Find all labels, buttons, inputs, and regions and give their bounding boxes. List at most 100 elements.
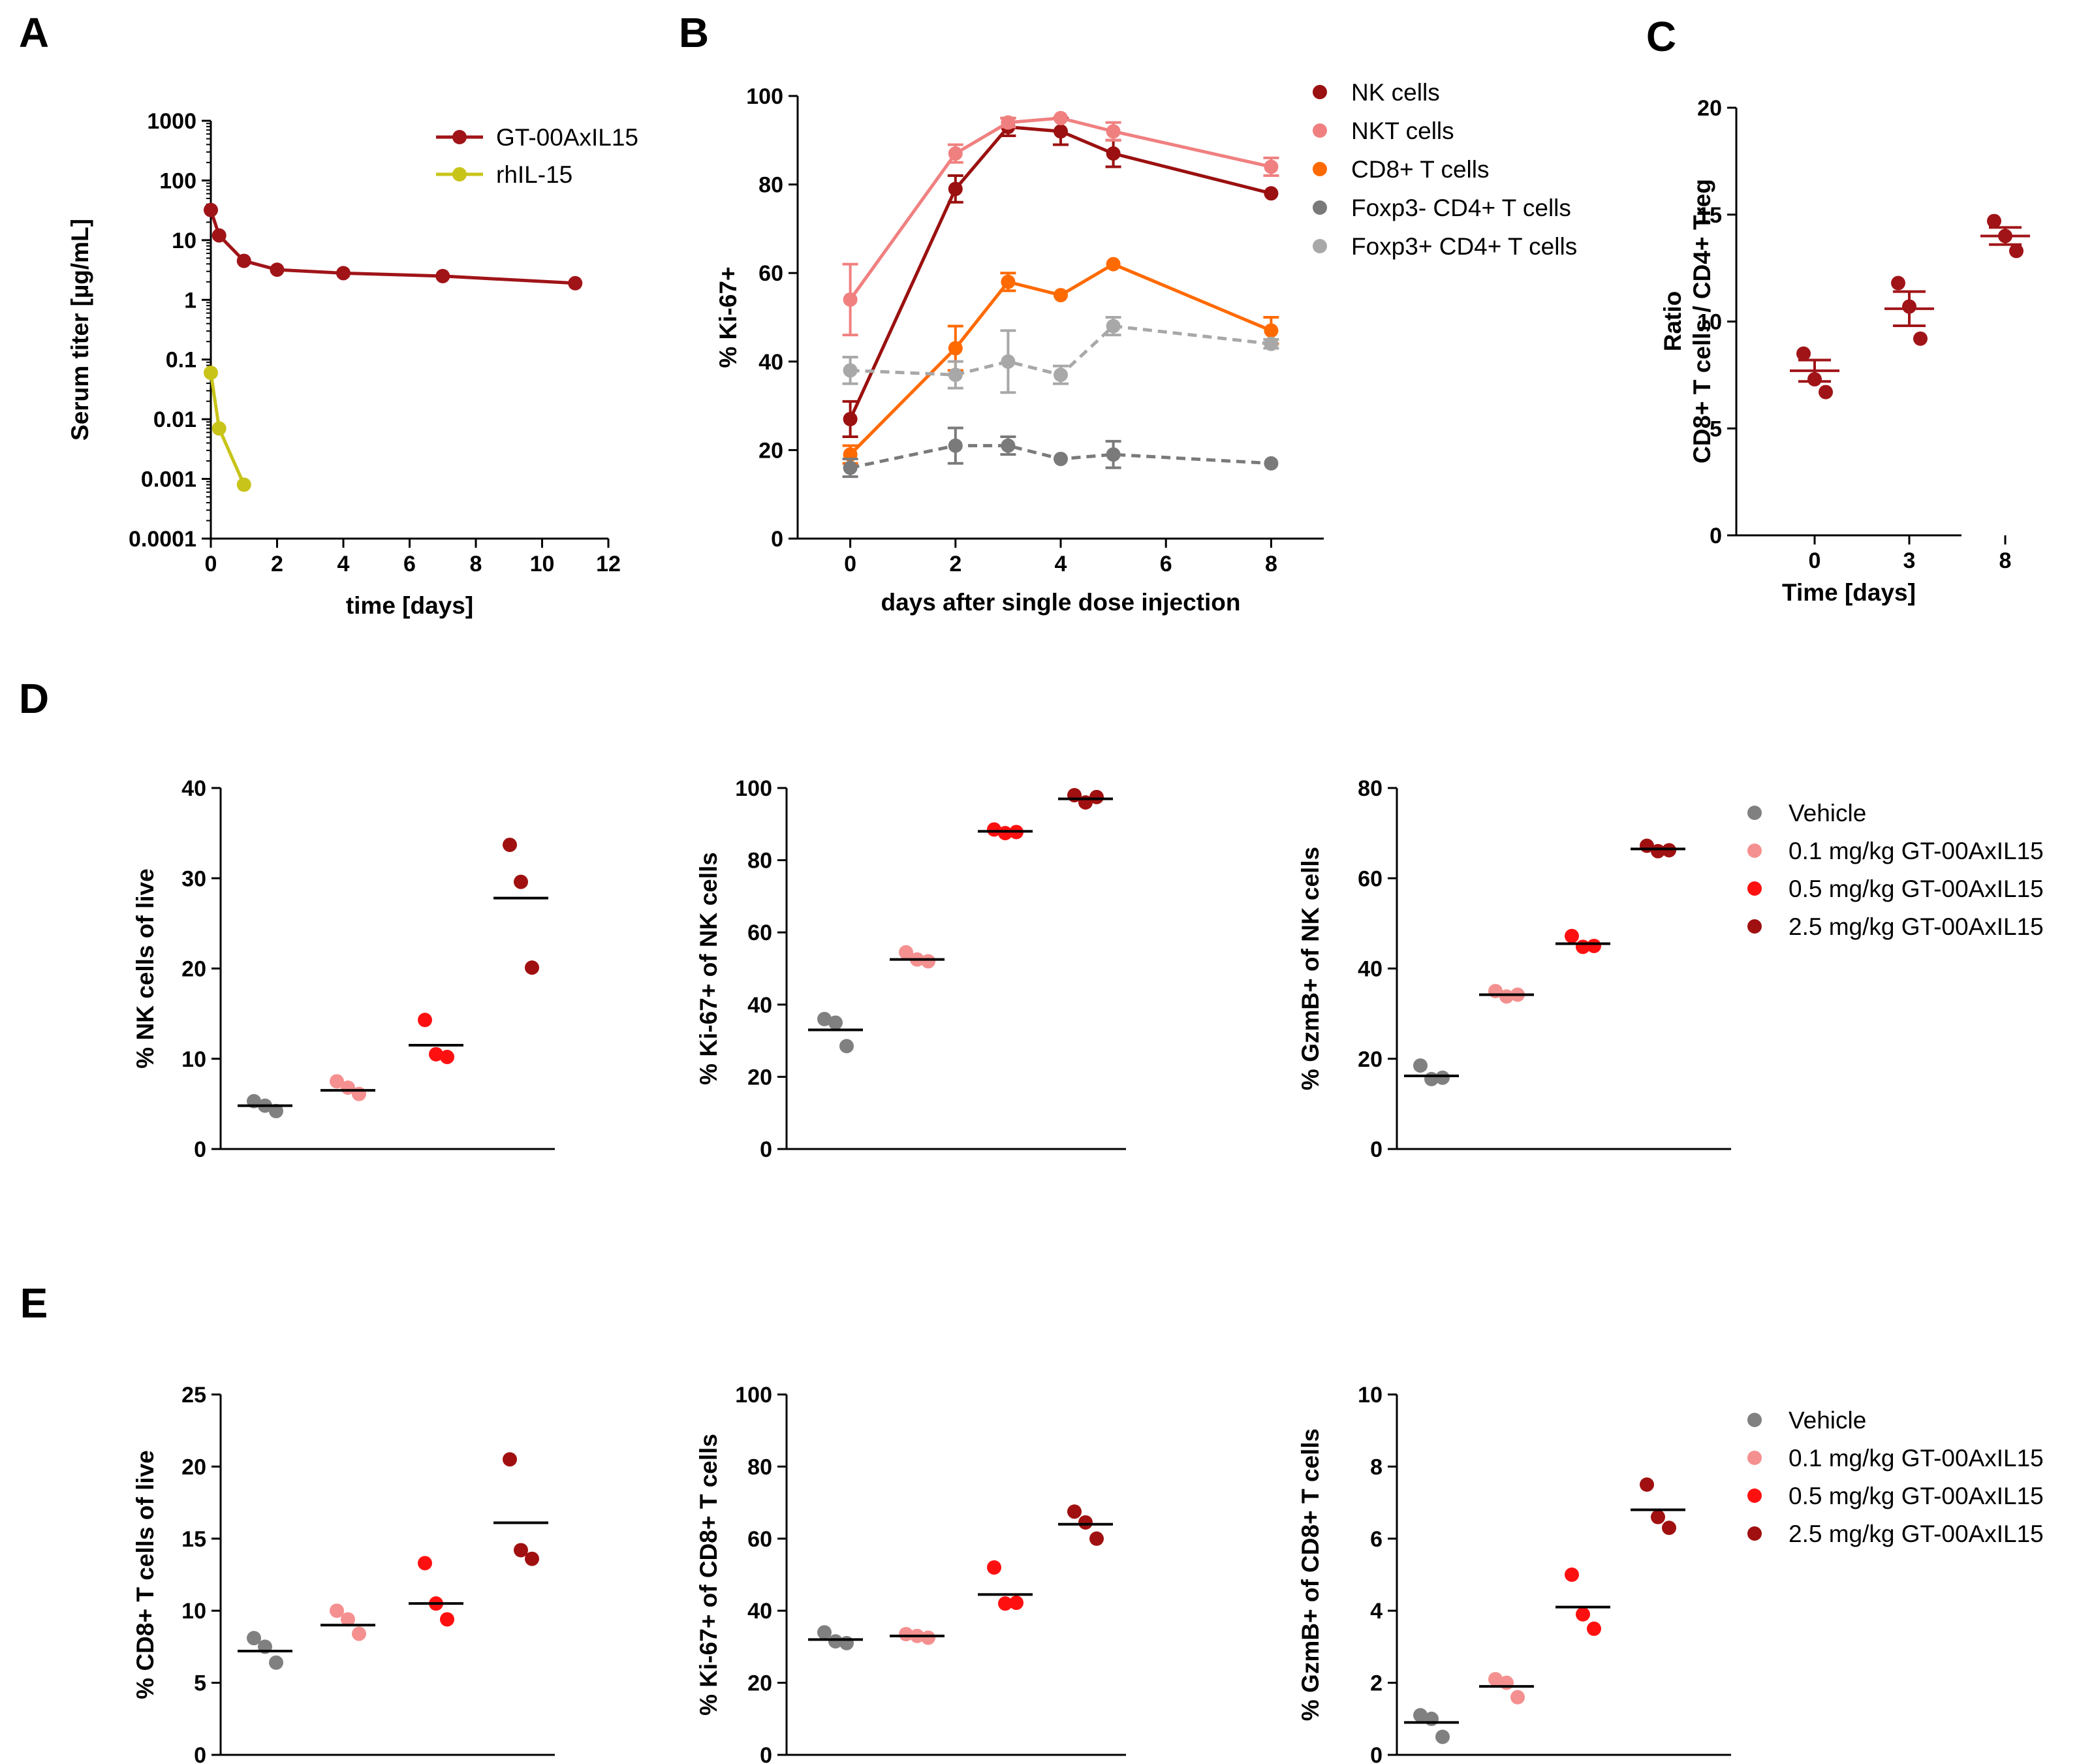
b-legend-label: NKT cells — [1351, 118, 1454, 144]
b-point — [1054, 451, 1068, 466]
a-y-axis-label: Serum titer [µg/mL] — [67, 219, 93, 441]
e1-y-axis-label: % CD8+ T cells of live — [132, 1450, 159, 1699]
c-x-tick-label: 8 — [1999, 548, 2012, 573]
e1-point — [352, 1626, 366, 1641]
c-point — [1819, 385, 1833, 400]
c-y-tick-label: 15 — [1697, 203, 1722, 228]
b-point — [1054, 288, 1068, 303]
e1-point — [269, 1655, 283, 1670]
d-legend-marker — [1747, 919, 1762, 934]
b-y-tick-label: 80 — [758, 173, 783, 198]
b-x-tick-label: 6 — [1160, 552, 1172, 576]
b-point — [843, 460, 858, 475]
e3-point — [1413, 1708, 1428, 1723]
e3-y-tick-label: 2 — [1370, 1671, 1383, 1696]
a-y-tick-label: 1 — [184, 288, 196, 313]
a-point — [236, 253, 251, 268]
b-series-line-4 — [850, 324, 1272, 377]
a-y-tick-label: 1000 — [147, 109, 196, 134]
a-point — [211, 421, 227, 436]
b-x-tick-label: 4 — [1055, 552, 1067, 576]
a-point — [204, 365, 218, 380]
a-series-line-0 — [209, 209, 576, 285]
c-y-tick-label: 5 — [1710, 417, 1722, 441]
a-legend-marker — [452, 167, 467, 181]
e-legend-marker — [1747, 1413, 1762, 1427]
a-x-tick-label: 12 — [596, 552, 621, 576]
e1-y-tick-label: 10 — [181, 1599, 206, 1624]
e2-y-tick-label: 0 — [760, 1743, 772, 1764]
d1-y-axis-label: % NK cells of live — [132, 868, 159, 1068]
e2-y-tick-label: 40 — [747, 1599, 772, 1624]
b-series-line-1 — [849, 116, 1272, 301]
c-x-tick-label: 3 — [1903, 548, 1916, 573]
d2-point — [899, 945, 913, 960]
e1-point — [525, 1551, 539, 1566]
b-point — [1264, 336, 1279, 351]
e2-y-tick-label: 60 — [747, 1527, 772, 1552]
e3-y-tick-label: 8 — [1370, 1455, 1383, 1479]
d3-y-tick-label: 60 — [1358, 866, 1383, 891]
d3-point — [1587, 938, 1601, 953]
e2-point — [921, 1630, 935, 1645]
d3-y-axis-label: % GzmB+ of NK cells — [1297, 847, 1324, 1090]
d3-point — [1435, 1070, 1450, 1085]
b-y-tick-label: 20 — [758, 438, 783, 463]
a-x-tick-label: 4 — [337, 552, 350, 576]
d2-y-tick-label: 0 — [760, 1137, 772, 1162]
d-legend-marker — [1747, 806, 1762, 820]
d1-point — [503, 838, 517, 853]
a-point — [435, 268, 450, 283]
b-point — [843, 363, 858, 378]
b-point — [1106, 124, 1121, 139]
e2-point — [1089, 1531, 1104, 1546]
e3-y-axis-label: % GzmB+ of CD8+ T cells — [1297, 1428, 1324, 1721]
b-y-axis-label: % Ki-67+ — [715, 266, 742, 368]
c-x-tick-label: 0 — [1809, 548, 1821, 573]
b-y-tick-label: 60 — [758, 261, 783, 286]
b-series-line-2 — [849, 262, 1272, 456]
panel-label-A: A — [19, 9, 49, 56]
e-legend-label: 2.5 mg/kg GT-00AxIL15 — [1789, 1520, 2044, 1547]
a-point — [568, 276, 583, 291]
d3-point — [1499, 989, 1514, 1004]
b-point — [1264, 159, 1279, 174]
d-legend-label: Vehicle — [1789, 800, 1866, 827]
b-legend-marker — [1313, 239, 1327, 253]
e1-point — [418, 1556, 432, 1571]
b-legend-label: Foxp3+ CD4+ T cells — [1351, 233, 1577, 260]
b-point — [1001, 354, 1016, 369]
a-y-tick-label: 0.001 — [141, 467, 196, 492]
c-y-tick-label: 0 — [1710, 524, 1722, 548]
b-point — [1106, 257, 1121, 272]
panel-label-B: B — [679, 9, 709, 56]
d-legend-label: 2.5 mg/kg GT-00AxIL15 — [1789, 913, 2044, 940]
d3-point — [1413, 1058, 1428, 1073]
d2-point — [839, 1039, 854, 1054]
b-legend-marker — [1313, 85, 1327, 99]
e2-point — [828, 1634, 843, 1649]
a-point — [336, 266, 351, 281]
e-legend-marker — [1747, 1526, 1762, 1541]
e3-y-tick-label: 4 — [1370, 1599, 1383, 1624]
e1-point — [514, 1543, 528, 1558]
b-point — [1001, 274, 1016, 289]
b-point — [1054, 368, 1068, 383]
e2-point — [1067, 1504, 1082, 1519]
b-point — [1106, 447, 1121, 462]
e2-y-tick-label: 100 — [735, 1383, 772, 1408]
e2-point — [839, 1635, 854, 1650]
d2-y-tick-label: 100 — [735, 776, 772, 801]
d2-y-axis-label: % Ki-67+ of NK cells — [695, 852, 722, 1085]
e-legend-marker — [1747, 1451, 1762, 1465]
b-legend-label: CD8+ T cells — [1351, 156, 1489, 183]
b-point — [1001, 115, 1016, 130]
e3-point — [1565, 1567, 1579, 1582]
a-y-tick-label: 100 — [159, 168, 196, 193]
e3-point — [1424, 1711, 1439, 1726]
d2-y-tick-label: 40 — [747, 993, 772, 1018]
b-point — [843, 292, 858, 307]
e1-point — [440, 1612, 454, 1627]
d-legend-label: 0.5 mg/kg GT-00AxIL15 — [1789, 875, 2044, 902]
